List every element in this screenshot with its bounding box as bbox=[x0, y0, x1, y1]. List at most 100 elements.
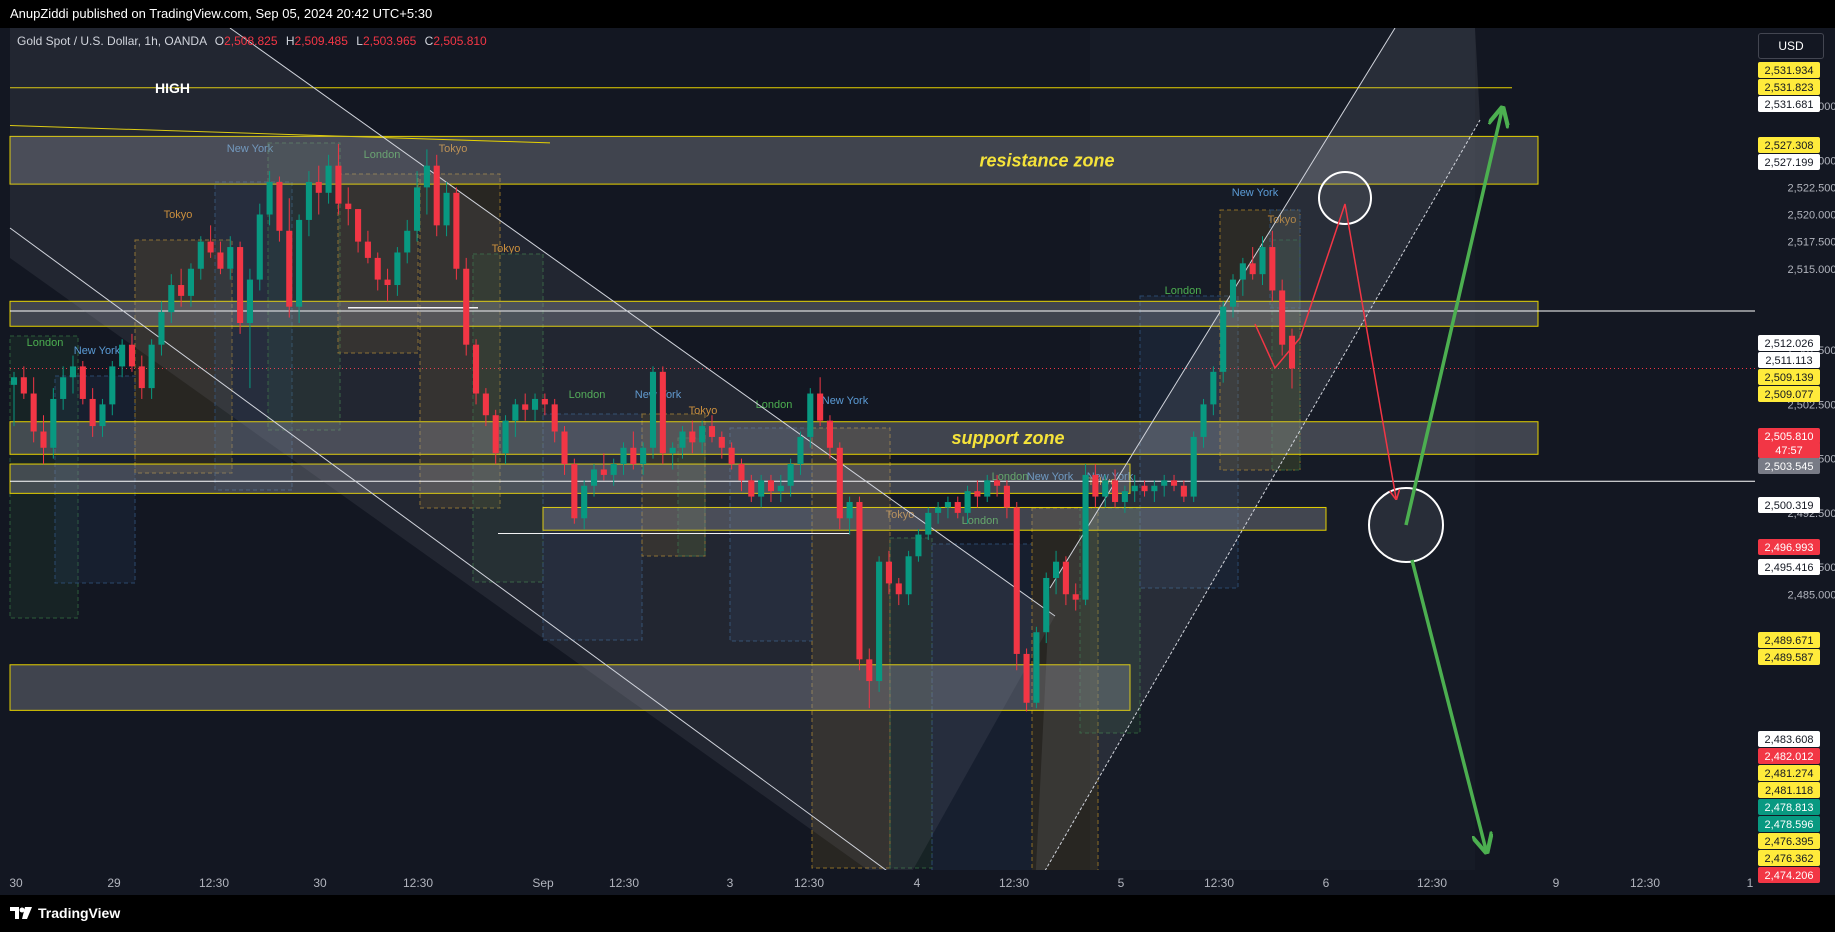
candle[interactable] bbox=[718, 431, 725, 459]
candle[interactable] bbox=[50, 388, 57, 459]
candle[interactable] bbox=[935, 502, 942, 524]
candle[interactable] bbox=[541, 393, 548, 416]
candle[interactable] bbox=[492, 409, 499, 465]
candle[interactable] bbox=[463, 257, 470, 356]
candle[interactable] bbox=[856, 496, 863, 671]
currency-selector[interactable]: USD bbox=[1758, 33, 1824, 59]
candle[interactable] bbox=[994, 474, 1001, 497]
candle[interactable] bbox=[207, 225, 214, 258]
candle[interactable] bbox=[217, 241, 224, 275]
candle[interactable] bbox=[1288, 328, 1296, 389]
candle[interactable] bbox=[748, 474, 755, 503]
candle[interactable] bbox=[826, 415, 834, 459]
descending-channel[interactable] bbox=[10, 28, 1055, 893]
candle[interactable] bbox=[679, 426, 686, 459]
candle[interactable] bbox=[964, 485, 971, 524]
candle[interactable] bbox=[699, 420, 706, 454]
candle[interactable] bbox=[1033, 626, 1040, 709]
asc-channel-lower[interactable] bbox=[1034, 119, 1481, 889]
candle[interactable] bbox=[1161, 474, 1168, 497]
candle[interactable] bbox=[1053, 550, 1060, 595]
candle[interactable] bbox=[954, 496, 961, 519]
candle[interactable] bbox=[758, 474, 765, 508]
candle[interactable] bbox=[817, 377, 824, 427]
candle[interactable] bbox=[581, 480, 588, 530]
candle[interactable] bbox=[79, 360, 86, 405]
candle[interactable] bbox=[522, 393, 529, 421]
symbol-title[interactable]: Gold Spot / U.S. Dollar, 1h, OANDA bbox=[17, 34, 207, 48]
candle[interactable] bbox=[1180, 480, 1187, 503]
candle[interactable] bbox=[197, 236, 204, 280]
candle[interactable] bbox=[178, 268, 185, 307]
candle[interactable] bbox=[325, 154, 332, 204]
candle[interactable] bbox=[305, 171, 312, 237]
candle[interactable] bbox=[1023, 648, 1030, 712]
candle[interactable] bbox=[276, 176, 283, 242]
candle[interactable] bbox=[777, 474, 784, 503]
zone-bottom-zone[interactable] bbox=[9, 664, 1131, 711]
candle[interactable] bbox=[640, 442, 647, 475]
candle[interactable] bbox=[128, 333, 136, 372]
candle[interactable] bbox=[1082, 464, 1089, 606]
candle[interactable] bbox=[286, 198, 293, 318]
candle[interactable] bbox=[414, 171, 421, 242]
candle[interactable] bbox=[89, 388, 96, 437]
candle[interactable] bbox=[1239, 257, 1246, 296]
candle[interactable] bbox=[30, 377, 37, 443]
candle[interactable] bbox=[905, 550, 912, 606]
candle[interactable] bbox=[443, 181, 450, 237]
candle[interactable] bbox=[885, 550, 892, 595]
candle[interactable] bbox=[571, 458, 578, 524]
candle[interactable] bbox=[1279, 279, 1286, 356]
candle[interactable] bbox=[866, 648, 873, 709]
candle[interactable] bbox=[237, 241, 244, 334]
candle[interactable] bbox=[944, 496, 951, 519]
candle[interactable] bbox=[187, 263, 195, 307]
candle[interactable] bbox=[669, 442, 676, 470]
candle[interactable] bbox=[1220, 301, 1227, 383]
candle[interactable] bbox=[590, 464, 598, 497]
sloped-line[interactable] bbox=[9, 125, 551, 144]
candle[interactable] bbox=[895, 577, 902, 606]
candle[interactable] bbox=[345, 187, 352, 226]
candle[interactable] bbox=[482, 388, 489, 427]
red-path-arrow[interactable] bbox=[1254, 203, 1396, 498]
candle[interactable] bbox=[1111, 469, 1119, 508]
candle[interactable] bbox=[1141, 480, 1148, 497]
candle[interactable] bbox=[876, 556, 883, 692]
candle[interactable] bbox=[453, 187, 460, 280]
green-arrow-down[interactable] bbox=[1410, 559, 1486, 850]
candle[interactable] bbox=[423, 149, 430, 215]
chart-pane[interactable]: London New York Tokyo New York London Tokyo To… bbox=[0, 28, 1835, 895]
candle[interactable] bbox=[915, 529, 922, 562]
candle[interactable] bbox=[836, 442, 843, 530]
candle[interactable] bbox=[649, 366, 657, 459]
candle[interactable] bbox=[355, 209, 362, 253]
candle[interactable] bbox=[1092, 464, 1099, 508]
candle[interactable] bbox=[708, 415, 716, 443]
candle[interactable] bbox=[1102, 474, 1109, 508]
tradingview-logo[interactable]: TradingView bbox=[0, 905, 120, 921]
candle[interactable] bbox=[119, 339, 126, 378]
candle[interactable] bbox=[296, 214, 303, 324]
candle[interactable] bbox=[433, 154, 440, 237]
candle[interactable] bbox=[148, 339, 155, 399]
target-circle-top[interactable] bbox=[1318, 171, 1372, 225]
candle[interactable] bbox=[846, 496, 853, 535]
green-arrow-up[interactable] bbox=[1404, 110, 1502, 526]
candle[interactable] bbox=[620, 442, 627, 475]
candle[interactable] bbox=[1229, 274, 1237, 318]
candle[interactable] bbox=[1043, 572, 1050, 644]
zone-lower-band[interactable] bbox=[9, 463, 1131, 494]
candle[interactable] bbox=[60, 366, 67, 410]
candle[interactable] bbox=[807, 388, 814, 448]
candle[interactable] bbox=[335, 143, 342, 215]
candle[interactable] bbox=[1190, 431, 1197, 503]
candle[interactable] bbox=[158, 301, 165, 356]
candle[interactable] bbox=[610, 458, 617, 486]
candle[interactable] bbox=[728, 442, 735, 470]
candle[interactable] bbox=[974, 480, 981, 508]
candle[interactable] bbox=[630, 431, 637, 470]
candle[interactable] bbox=[984, 474, 991, 503]
candle[interactable] bbox=[600, 453, 607, 481]
